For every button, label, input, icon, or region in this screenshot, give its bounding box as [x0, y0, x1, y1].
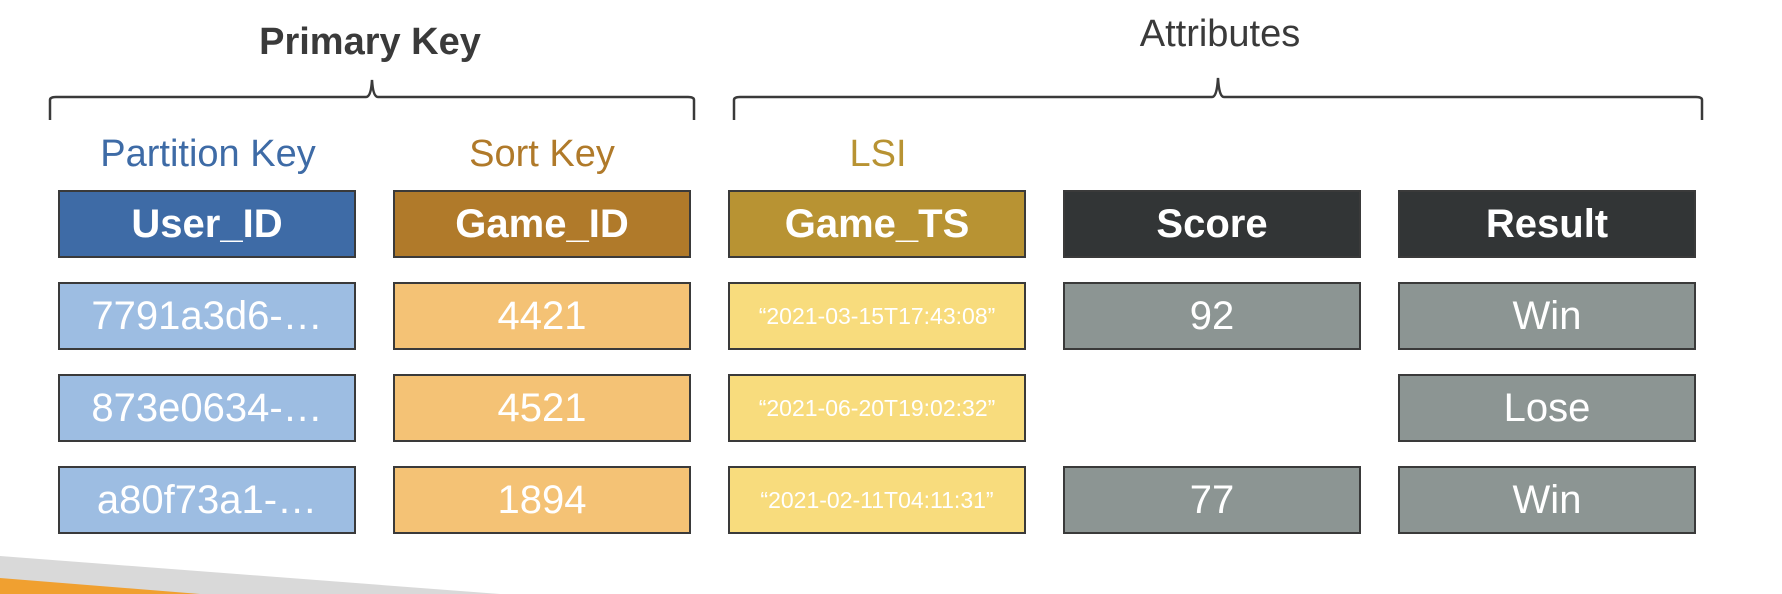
table-row-1-game-ts: “2021-03-15T17:43:08” — [728, 282, 1026, 350]
table-row-2-user-id: 873e0634-… — [58, 374, 356, 442]
table-row-3-user-id: a80f73a1-… — [58, 466, 356, 534]
table-row-3-game-id: 1894 — [393, 466, 691, 534]
header-game-id: Game_ID — [393, 190, 691, 258]
partition-key-label: Partition Key — [100, 133, 316, 175]
header-game-ts: Game_TS — [728, 190, 1026, 258]
header-user-id: User_ID — [58, 190, 356, 258]
header-result: Result — [1398, 190, 1696, 258]
header-score: Score — [1063, 190, 1361, 258]
table-row-1-game-id: 4421 — [393, 282, 691, 350]
attributes-brace — [732, 77, 1704, 120]
table-row-3-result: Win — [1398, 466, 1696, 534]
table-row-1-user-id: 7791a3d6-… — [58, 282, 356, 350]
table-row-3-score: 77 — [1063, 466, 1361, 534]
table-row-2-game-ts: “2021-06-20T19:02:32” — [728, 374, 1026, 442]
table-row-3-game-ts: “2021-02-11T04:11:31” — [728, 466, 1026, 534]
attributes-label: Attributes — [1139, 13, 1301, 55]
lsi-label: LSI — [849, 133, 907, 175]
sort-key-label: Sort Key — [469, 133, 615, 175]
primary-key-brace — [48, 79, 696, 120]
table-row-2-game-id: 4521 — [393, 374, 691, 442]
table-row-2-result: Lose — [1398, 374, 1696, 442]
table-row-1-score: 92 — [1063, 282, 1361, 350]
primary-key-label: Primary Key — [259, 21, 481, 63]
table-row-1-result: Win — [1398, 282, 1696, 350]
